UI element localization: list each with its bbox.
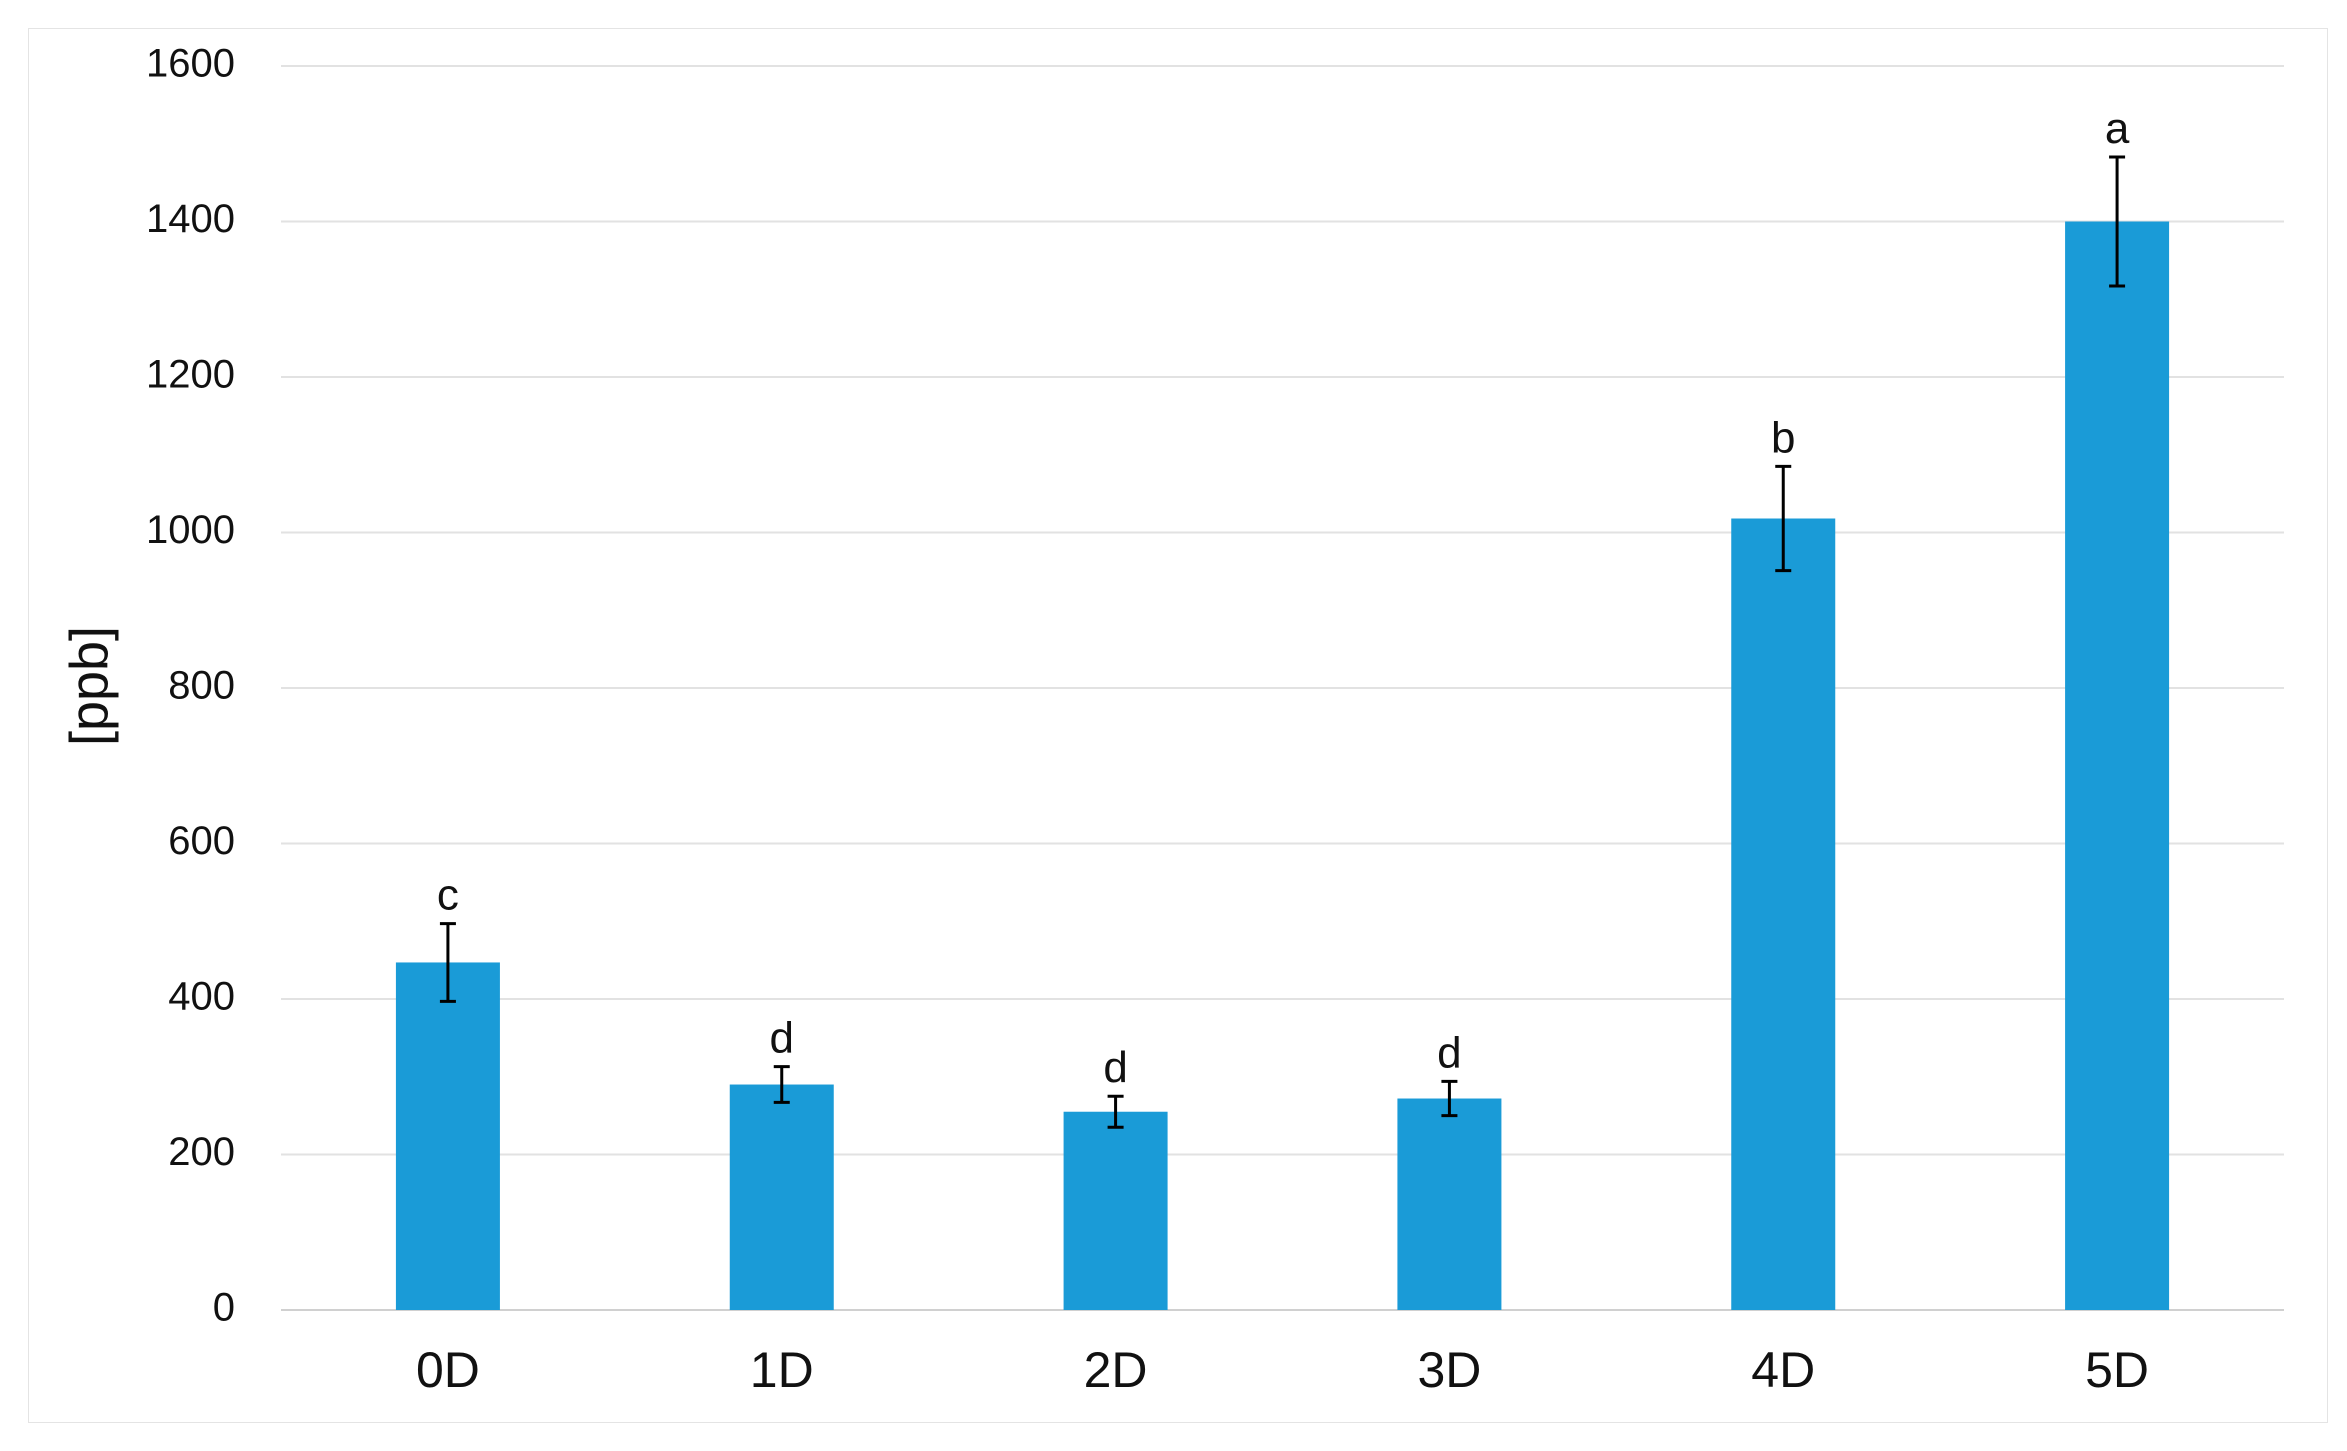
y-tick-label: 200 xyxy=(168,1130,235,1174)
error-bar-4D xyxy=(1775,464,1792,573)
bar-chart: 0 200 400 600 800 1000 1200 1400 1600 c d d d b a 0D 1… xyxy=(59,42,2284,1398)
significance-label-4D: b xyxy=(1771,413,1795,462)
significance-label-3D: d xyxy=(1437,1028,1461,1077)
error-bars xyxy=(439,155,2126,1129)
y-tick-label: 0 xyxy=(213,1286,235,1330)
y-tick-label: 800 xyxy=(168,664,235,708)
bars xyxy=(395,221,2170,1310)
bar-4D xyxy=(1731,518,1836,1310)
significance-label-0D: c xyxy=(437,871,459,920)
x-tick-label-4D: 4D xyxy=(1751,1342,1815,1398)
significance-label-2D: d xyxy=(1103,1043,1127,1092)
significance-label-5D: a xyxy=(2105,104,2130,153)
bar-3D xyxy=(1397,1098,1502,1310)
y-tick-label: 1400 xyxy=(146,197,235,241)
x-tick-label-0D: 0D xyxy=(416,1342,480,1398)
y-tick-label: 600 xyxy=(168,819,235,863)
significance-label-1D: d xyxy=(770,1014,794,1063)
error-bar-5D xyxy=(2109,155,2126,288)
x-tick-label-3D: 3D xyxy=(1417,1342,1481,1398)
y-tick-label: 1600 xyxy=(146,42,235,86)
bar-5D xyxy=(2065,221,2170,1310)
significance-labels: c d d d b a xyxy=(437,104,2130,1092)
y-tick-label: 1000 xyxy=(146,508,235,552)
y-axis-title: [ppb] xyxy=(59,626,119,746)
error-bar-1D xyxy=(773,1065,790,1104)
error-bar-3D xyxy=(1441,1079,1458,1118)
bar-1D xyxy=(729,1084,834,1310)
grid-lines xyxy=(281,65,2284,1311)
y-tick-label: 1200 xyxy=(146,353,235,397)
chart-frame: 0 200 400 600 800 1000 1200 1400 1600 c d d d b a 0D 1… xyxy=(28,28,2328,1423)
error-bar-2D xyxy=(1107,1094,1124,1129)
y-tick-label: 400 xyxy=(168,975,235,1019)
x-axis-ticks: 0D 1D 2D 3D 4D 5D xyxy=(416,1342,2149,1398)
bar-0D xyxy=(395,962,500,1310)
x-tick-label-2D: 2D xyxy=(1084,1342,1148,1398)
x-tick-label-1D: 1D xyxy=(750,1342,814,1398)
bar-2D xyxy=(1063,1111,1168,1310)
error-bar-0D xyxy=(439,922,456,1003)
y-axis-ticks: 0 200 400 600 800 1000 1200 1400 1600 xyxy=(146,42,235,1330)
x-tick-label-5D: 5D xyxy=(2085,1342,2149,1398)
